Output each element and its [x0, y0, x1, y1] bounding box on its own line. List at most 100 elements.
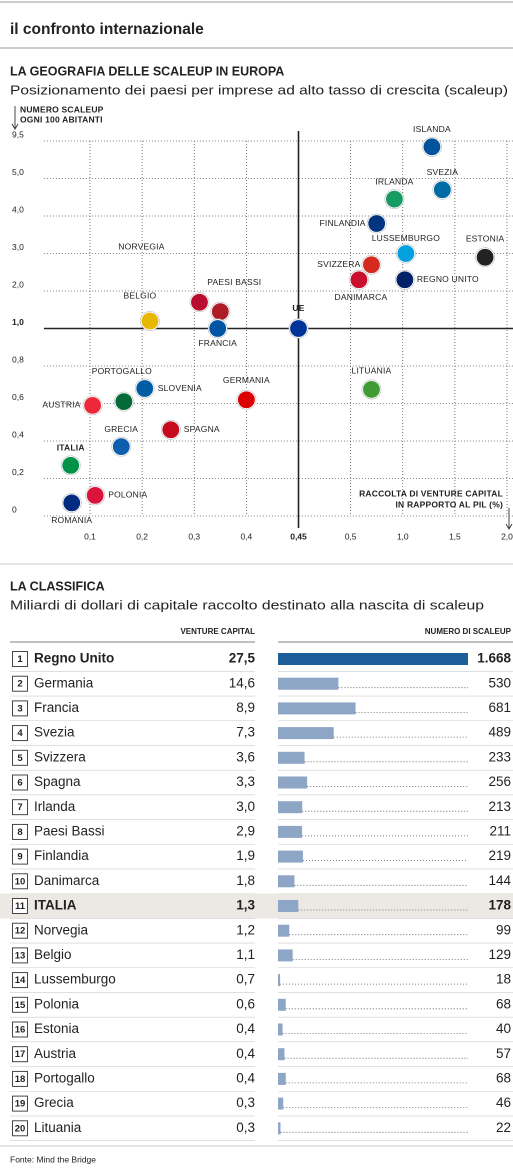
point — [83, 395, 103, 415]
vc-value: 8,9 — [236, 700, 255, 715]
rank-box — [12, 675, 28, 692]
rank-box — [12, 823, 28, 840]
rank-box — [12, 1021, 28, 1038]
rank-box — [12, 848, 28, 865]
rank: 6 — [17, 778, 22, 789]
column-header: NUMERO DI SCALEUP — [425, 627, 512, 636]
scaleup-value: 233 — [488, 749, 511, 764]
point-label: GERMANIA — [223, 375, 270, 385]
rank: 16 — [15, 1025, 26, 1036]
bar — [278, 875, 295, 888]
country: Irlanda — [34, 799, 76, 814]
rank: 13 — [15, 950, 26, 961]
vc-value: 0,3 — [236, 1120, 255, 1135]
country: ITALIA — [34, 898, 77, 913]
country: Spagna — [34, 774, 81, 789]
table-subtitle: Miliardi di dollari di capitale raccolto… — [10, 598, 484, 612]
rank-box — [12, 774, 28, 791]
x-tick-label: 0,3 — [188, 531, 200, 541]
point — [288, 318, 309, 339]
point — [396, 243, 416, 264]
vc-value: 3,6 — [236, 749, 255, 764]
point-label: NORVEGIA — [118, 242, 164, 252]
point-label: SVIZZERA — [317, 259, 360, 269]
rank-box — [12, 873, 28, 890]
bar — [278, 727, 334, 740]
point — [210, 302, 230, 322]
point — [422, 137, 442, 157]
rank: 8 — [17, 827, 22, 838]
y-axis-label: NUMERO SCALEUP — [20, 104, 104, 114]
x-axis-label: RACCOLTA DI VENTURE CAPITAL — [359, 488, 503, 498]
rank-box — [12, 898, 28, 914]
point — [140, 311, 160, 331]
x-axis-label: IN RAPPORTO AL PIL (%) — [395, 499, 503, 509]
y-tick-label: 0,8 — [12, 354, 24, 364]
vc-value: 0,3 — [236, 1095, 255, 1110]
column-header: VENTURE CAPITAL — [180, 627, 255, 636]
bar — [278, 653, 468, 665]
point-outline — [475, 247, 496, 268]
point-outline — [111, 436, 132, 457]
scaleup-value: 178 — [488, 898, 511, 913]
point — [189, 292, 210, 312]
country: Francia — [34, 700, 80, 715]
y-tick-label: 4,0 — [12, 204, 24, 214]
rank: 17 — [15, 1049, 26, 1060]
rank-box — [12, 651, 28, 667]
point-label: SPAGNA — [184, 424, 220, 434]
rank-box — [12, 947, 28, 964]
rank: 14 — [15, 975, 26, 986]
point-outline — [82, 395, 103, 416]
country: Belgio — [34, 947, 72, 962]
rank-box — [12, 1120, 28, 1137]
scaleup-value: 68 — [496, 996, 511, 1011]
bar — [278, 949, 293, 962]
country: Lituania — [34, 1120, 82, 1135]
vc-value: 1,9 — [236, 848, 255, 863]
country: Polonia — [34, 996, 80, 1011]
bar — [278, 776, 308, 789]
rank-box — [12, 749, 28, 766]
point — [475, 247, 495, 267]
point-outline — [366, 213, 387, 234]
y-axis-arrow — [11, 106, 19, 130]
bar — [278, 1122, 281, 1135]
x-tick-label: 0,1 — [84, 531, 96, 541]
country: Estonia — [34, 1021, 80, 1036]
point-outline — [361, 254, 382, 275]
point-outline — [113, 391, 134, 412]
point-outline — [236, 389, 257, 410]
y-tick-label: 0,6 — [12, 392, 24, 402]
point — [367, 213, 387, 234]
rank: 19 — [15, 1099, 26, 1110]
x-tick-label: 1,0 — [397, 531, 409, 541]
point-outline — [361, 379, 382, 400]
bar — [278, 1097, 284, 1110]
x-tick-label: 1,5 — [449, 531, 461, 541]
country: Portogallo — [34, 1070, 95, 1085]
scaleup-value: 211 — [489, 823, 511, 838]
rank-box — [12, 725, 28, 742]
vc-value: 0,4 — [236, 1070, 255, 1085]
scaleup-value: 40 — [496, 1021, 511, 1036]
country: Grecia — [34, 1095, 74, 1110]
point-label: LITUANIA — [352, 366, 392, 376]
country: Svizzera — [34, 749, 86, 764]
rank-box — [12, 972, 28, 989]
point-label: REGNO UNITO — [417, 274, 479, 284]
point — [114, 392, 134, 412]
rank: 18 — [15, 1074, 26, 1085]
vc-value: 0,7 — [236, 972, 255, 987]
bar — [278, 677, 339, 690]
y-axis-label: OGNI 100 ABITANTI — [20, 114, 103, 124]
bar — [278, 751, 305, 764]
vc-value: 1,3 — [236, 898, 255, 913]
scaleup-value: 129 — [488, 947, 511, 962]
point-label: PORTOGALLO — [92, 366, 152, 376]
point — [62, 493, 82, 513]
x-tick-label: 2,0 — [501, 531, 513, 541]
point-outline — [160, 419, 181, 440]
x-tick-label: 0,2 — [136, 531, 148, 541]
point-label: ROMANIA — [51, 515, 92, 525]
